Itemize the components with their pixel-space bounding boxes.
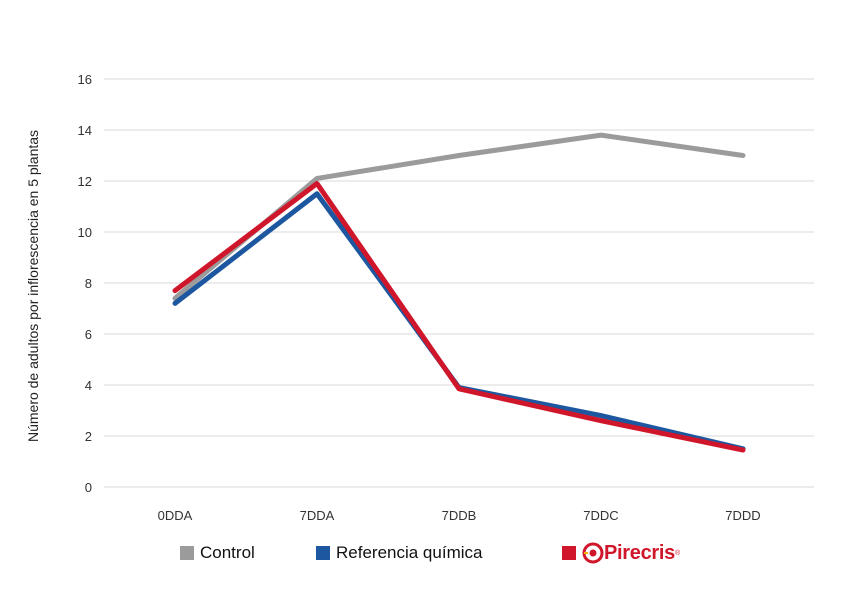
legend-swatch-control [180, 546, 194, 560]
legend-item-pirecris: Pirecris ® [562, 538, 680, 568]
y-tick-labels: 0 2 4 6 8 10 12 14 16 [78, 72, 92, 495]
x-tick-label: 0DDA [158, 508, 193, 523]
x-tick-label: 7DDC [583, 508, 618, 523]
y-tick-label: 0 [85, 480, 92, 495]
x-tick-label: 7DDD [725, 508, 760, 523]
series-line-pirecris [172, 181, 746, 453]
y-tick-label: 12 [78, 174, 92, 189]
series-lines [172, 132, 746, 453]
y-tick-label: 8 [85, 276, 92, 291]
pirecris-logo-reg: ® [675, 549, 681, 557]
x-tick-label: 7DDB [442, 508, 477, 523]
legend-item-control: Control [180, 538, 255, 568]
legend-swatch-pirecris [562, 546, 576, 560]
y-tick-label: 4 [85, 378, 92, 393]
legend: Control Referencia química Pirecris ® [0, 538, 842, 568]
legend-label-control: Control [200, 543, 255, 562]
series-line-control [172, 132, 746, 301]
pirecris-logo: Pirecris ® [582, 542, 680, 565]
y-tick-label: 14 [78, 123, 92, 138]
gridlines [104, 78, 814, 488]
pirecris-logo-text: Pirecris [604, 541, 675, 564]
pirecris-logo-icon [582, 542, 604, 564]
legend-label-referencia: Referencia química [336, 543, 483, 562]
y-tick-label: 2 [85, 429, 92, 444]
legend-item-referencia: Referencia química [316, 538, 482, 568]
y-tick-label: 16 [78, 72, 92, 87]
y-axis-label: Número de adultos por inflorescencia en … [25, 130, 41, 442]
legend-swatch-referencia [316, 546, 330, 560]
x-tick-label: 7DDA [300, 508, 335, 523]
y-tick-label: 10 [78, 225, 92, 240]
y-tick-label: 6 [85, 327, 92, 342]
x-tick-labels: 0DDA 7DDA 7DDB 7DDC 7DDD [158, 508, 761, 523]
